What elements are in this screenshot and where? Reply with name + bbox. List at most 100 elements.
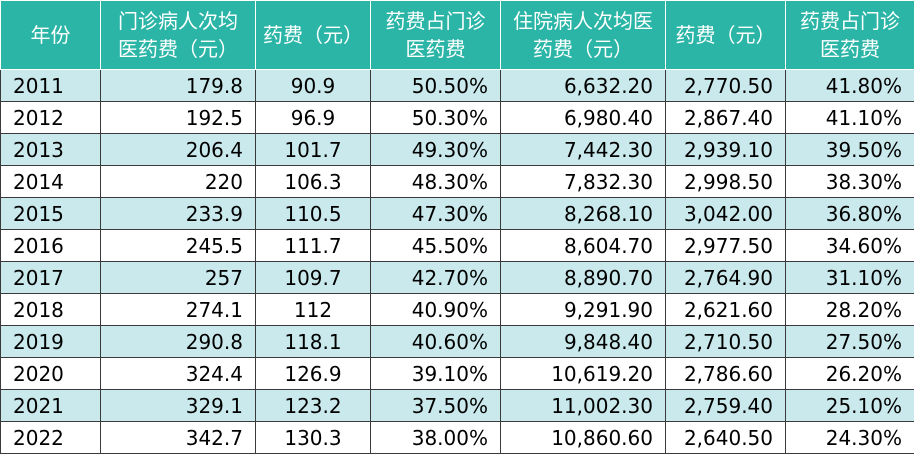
cell-inpatient-drug-share: 39.50% (786, 134, 914, 166)
cell-inpatient-drug-share: 38.30% (786, 166, 914, 198)
cell-outpatient-cost: 206.4 (101, 134, 256, 166)
cell-outpatient-drug-share: 38.00% (371, 422, 501, 454)
header-outpatient-drug-cost: 药费（元） (256, 1, 371, 70)
cell-outpatient-drug-cost: 110.5 (256, 198, 371, 230)
cell-year: 2013 (1, 134, 101, 166)
cell-year: 2015 (1, 198, 101, 230)
cell-outpatient-drug-share: 49.30% (371, 134, 501, 166)
cell-outpatient-drug-cost: 96.9 (256, 102, 371, 134)
cell-inpatient-drug-share: 31.10% (786, 262, 914, 294)
cell-inpatient-drug-cost: 2,977.50 (666, 230, 786, 262)
cell-inpatient-cost: 10,860.60 (501, 422, 666, 454)
cell-outpatient-drug-share: 40.90% (371, 294, 501, 326)
cell-outpatient-cost: 220 (101, 166, 256, 198)
cell-outpatient-cost: 257 (101, 262, 256, 294)
cell-year: 2011 (1, 70, 101, 102)
cell-outpatient-cost: 179.8 (101, 70, 256, 102)
cell-outpatient-drug-cost: 101.7 (256, 134, 371, 166)
cell-year: 2021 (1, 390, 101, 422)
cell-inpatient-drug-cost: 2,621.60 (666, 294, 786, 326)
cell-inpatient-drug-share: 26.20% (786, 358, 914, 390)
cell-inpatient-drug-cost: 2,867.40 (666, 102, 786, 134)
cell-inpatient-cost: 8,890.70 (501, 262, 666, 294)
cell-outpatient-cost: 274.1 (101, 294, 256, 326)
cell-outpatient-drug-share: 37.50% (371, 390, 501, 422)
cell-outpatient-drug-cost: 111.7 (256, 230, 371, 262)
cell-inpatient-drug-share: 36.80% (786, 198, 914, 230)
cell-outpatient-drug-share: 39.10% (371, 358, 501, 390)
cell-outpatient-cost: 290.8 (101, 326, 256, 358)
header-inpatient-cost: 住院病人次均医 药费（元） (501, 1, 666, 70)
cell-outpatient-cost: 192.5 (101, 102, 256, 134)
cell-year: 2014 (1, 166, 101, 198)
cell-year: 2019 (1, 326, 101, 358)
cell-inpatient-drug-cost: 2,998.50 (666, 166, 786, 198)
cell-outpatient-drug-share: 47.30% (371, 198, 501, 230)
cell-inpatient-drug-cost: 2,939.10 (666, 134, 786, 166)
cell-inpatient-cost: 7,832.30 (501, 166, 666, 198)
cell-outpatient-drug-cost: 123.2 (256, 390, 371, 422)
cell-inpatient-cost: 6,980.40 (501, 102, 666, 134)
cell-inpatient-drug-cost: 3,042.00 (666, 198, 786, 230)
cell-inpatient-drug-share: 28.20% (786, 294, 914, 326)
header-outpatient-cost: 门诊病人次均 医药费（元） (101, 1, 256, 70)
cell-outpatient-cost: 245.5 (101, 230, 256, 262)
cell-inpatient-drug-cost: 2,640.50 (666, 422, 786, 454)
cell-inpatient-cost: 9,291.90 (501, 294, 666, 326)
cell-inpatient-drug-share: 41.80% (786, 70, 914, 102)
cell-inpatient-cost: 6,632.20 (501, 70, 666, 102)
cell-inpatient-cost: 8,604.70 (501, 230, 666, 262)
cell-inpatient-drug-share: 24.30% (786, 422, 914, 454)
header-inpatient-drug-share: 药费占门诊 医药费 (786, 1, 914, 70)
cell-inpatient-drug-cost: 2,770.50 (666, 70, 786, 102)
cell-inpatient-drug-cost: 2,710.50 (666, 326, 786, 358)
table-header: 年份 门诊病人次均 医药费（元） 药费（元） 药费占门诊 医药费 住院病人次均医… (1, 1, 914, 70)
cell-year: 2022 (1, 422, 101, 454)
cell-year: 2016 (1, 230, 101, 262)
cell-inpatient-cost: 11,002.30 (501, 390, 666, 422)
cell-outpatient-drug-share: 50.30% (371, 102, 501, 134)
cell-inpatient-drug-cost: 2,759.40 (666, 390, 786, 422)
header-outpatient-drug-share: 药费占门诊 医药费 (371, 1, 501, 70)
cell-inpatient-cost: 10,619.20 (501, 358, 666, 390)
cell-year: 2012 (1, 102, 101, 134)
cell-inpatient-drug-share: 41.10% (786, 102, 914, 134)
cell-outpatient-drug-cost: 118.1 (256, 326, 371, 358)
cell-inpatient-cost: 7,442.30 (501, 134, 666, 166)
cell-outpatient-drug-cost: 106.3 (256, 166, 371, 198)
header-inpatient-drug-cost: 药费（元） (666, 1, 786, 70)
cell-outpatient-drug-share: 45.50% (371, 230, 501, 262)
header-row: 年份 门诊病人次均 医药费（元） 药费（元） 药费占门诊 医药费 住院病人次均医… (1, 1, 914, 70)
cell-inpatient-drug-share: 34.60% (786, 230, 914, 262)
header-year: 年份 (1, 1, 101, 70)
cell-outpatient-drug-cost: 90.9 (256, 70, 371, 102)
cell-outpatient-cost: 324.4 (101, 358, 256, 390)
cell-outpatient-drug-cost: 109.7 (256, 262, 371, 294)
cell-outpatient-drug-share: 48.30% (371, 166, 501, 198)
cell-outpatient-drug-cost: 126.9 (256, 358, 371, 390)
cell-outpatient-cost: 233.9 (101, 198, 256, 230)
cell-inpatient-drug-share: 27.50% (786, 326, 914, 358)
cell-outpatient-cost: 329.1 (101, 390, 256, 422)
cell-year: 2017 (1, 262, 101, 294)
cell-outpatient-drug-share: 42.70% (371, 262, 501, 294)
cell-inpatient-drug-cost: 2,764.90 (666, 262, 786, 294)
cell-inpatient-drug-cost: 2,786.60 (666, 358, 786, 390)
cell-year: 2018 (1, 294, 101, 326)
cell-outpatient-cost: 342.7 (101, 422, 256, 454)
cell-inpatient-cost: 9,848.40 (501, 326, 666, 358)
